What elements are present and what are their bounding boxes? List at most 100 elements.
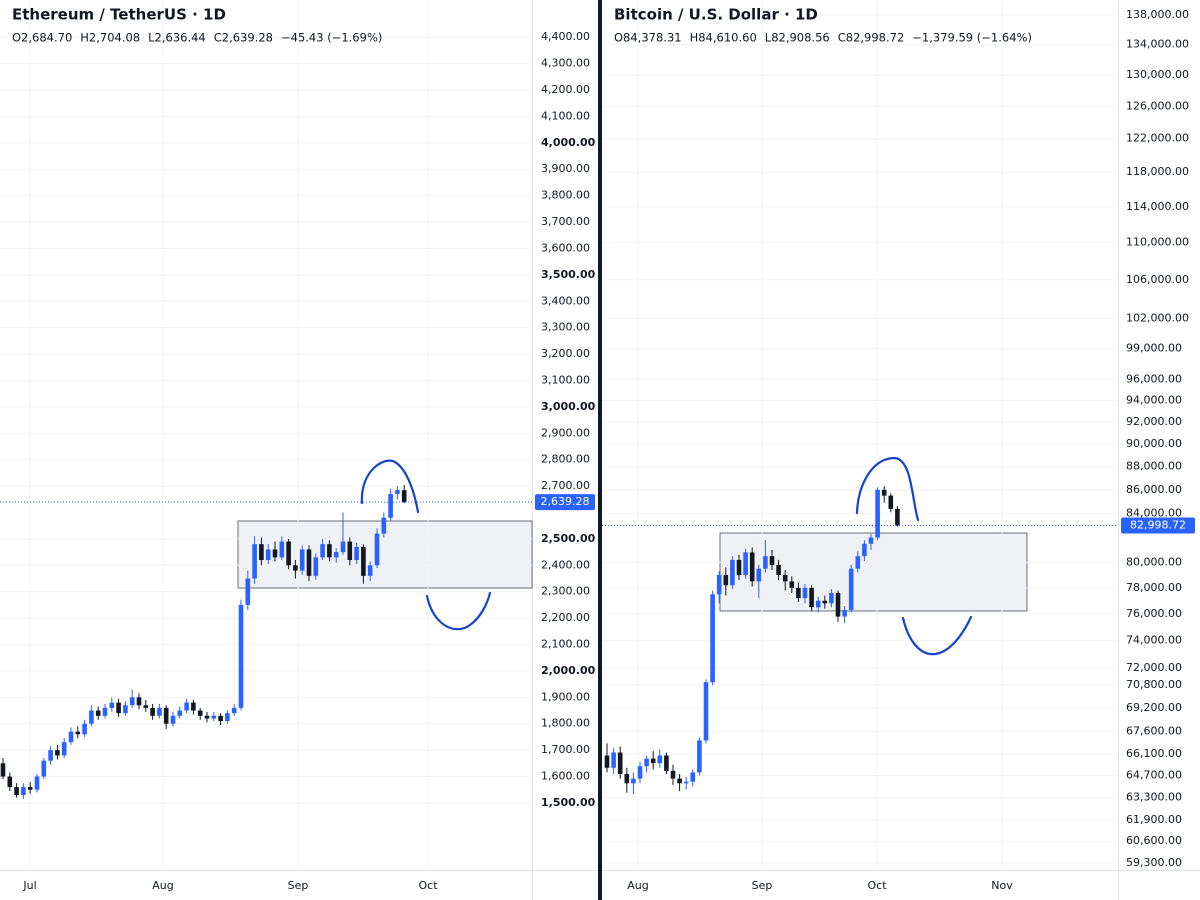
candle-body	[306, 549, 312, 576]
drawing-arc	[901, 615, 973, 656]
candle-body	[796, 587, 801, 599]
y-tick-label: 3,500.00	[541, 268, 596, 281]
ohlc-value: O84,378.31	[614, 31, 682, 45]
y-tick-label: 61,900.00	[1126, 813, 1182, 826]
candle-body	[21, 787, 26, 796]
ohlc-value: H84,610.60	[690, 31, 757, 45]
y-tick-label: 64,700.00	[1126, 769, 1182, 782]
candle-body	[875, 489, 880, 538]
y-tick-label: 2,300.00	[541, 585, 590, 598]
y-tick-label: 74,000.00	[1126, 634, 1182, 647]
candle-body	[259, 544, 264, 561]
y-tick-label: 3,700.00	[541, 215, 590, 228]
y-tick-label: 84,000.00	[1126, 506, 1182, 519]
ohlc-value: L2,636.44	[148, 31, 206, 45]
candle-body	[75, 731, 81, 735]
last-price-label: 82,998.72	[1130, 518, 1186, 531]
candle-body	[736, 559, 742, 576]
y-tick-label: 78,000.00	[1126, 581, 1182, 594]
y-tick-label: 70,800.00	[1126, 678, 1182, 691]
candle-body	[204, 715, 210, 719]
y-tick-label: 126,000.00	[1126, 99, 1189, 112]
ohlc-value: H2,704.08	[80, 31, 140, 45]
candle-body	[41, 760, 47, 777]
drawing-arc	[360, 459, 420, 514]
candle-body	[743, 552, 748, 576]
y-tick-label: 94,000.00	[1126, 393, 1182, 406]
candle-body	[340, 541, 346, 553]
y-tick-label: 59,300.00	[1126, 856, 1182, 869]
candle-body	[150, 707, 155, 716]
y-tick-label: 2,500.00	[541, 532, 596, 545]
candle-body	[218, 715, 223, 722]
ohlc-value: C82,998.72	[838, 31, 905, 45]
candle-body	[829, 592, 834, 604]
last-price-tag	[535, 494, 595, 511]
candle-body	[143, 705, 149, 708]
y-tick-label: 92,000.00	[1126, 415, 1182, 428]
y-tick-label: 1,500.00	[541, 796, 596, 809]
y-tick-label: 67,600.00	[1126, 724, 1182, 737]
candle-body	[177, 710, 183, 716]
candle-body	[802, 587, 808, 599]
y-tick-label: 102,000.00	[1126, 311, 1189, 324]
candle-body	[129, 697, 135, 706]
candle-body	[388, 494, 393, 518]
y-tick-label: 96,000.00	[1126, 372, 1182, 385]
chart-title: Bitcoin / U.S. Dollar · 1D	[614, 6, 818, 24]
candle-body	[231, 707, 237, 714]
candle-body	[822, 600, 828, 604]
candle-body	[716, 575, 722, 595]
candle-body	[657, 755, 663, 764]
candle-body	[683, 781, 689, 784]
candle-body	[333, 552, 339, 558]
candle-body	[272, 549, 278, 558]
price-change: −45.43 (−1.69%)	[281, 31, 382, 45]
candle-body	[848, 568, 854, 610]
candle-body	[862, 543, 867, 557]
y-tick-label: 3,200.00	[541, 347, 590, 360]
y-tick-label: 130,000.00	[1126, 68, 1189, 81]
candle-body	[776, 564, 781, 576]
candle-body	[48, 750, 53, 761]
y-tick-label: 118,000.00	[1126, 165, 1189, 178]
y-tick-label: 2,200.00	[541, 611, 590, 624]
x-tick-label: Aug	[152, 879, 173, 892]
candle-body	[730, 559, 735, 586]
candle-body	[197, 710, 203, 716]
y-tick-label: 2,900.00	[541, 426, 590, 439]
x-tick-label: Nov	[991, 879, 1013, 892]
candle-body	[631, 778, 636, 784]
ohlc-value: C2,639.28	[214, 31, 273, 45]
candle-body	[611, 752, 616, 768]
candle-body	[756, 568, 762, 582]
candle-body	[842, 609, 847, 617]
candle-body	[170, 715, 176, 724]
candle-body	[109, 702, 115, 708]
candle-body	[763, 556, 768, 569]
y-tick-label: 3,400.00	[541, 294, 590, 307]
candle-body	[320, 544, 325, 558]
x-tick-label: Sep	[752, 879, 773, 892]
candle-body	[835, 592, 841, 617]
candle-body	[809, 587, 814, 608]
y-tick-label: 4,400.00	[541, 30, 590, 43]
candle-body	[293, 565, 298, 571]
candle-body	[286, 541, 291, 566]
drawing-arc	[855, 456, 920, 522]
candle-body	[347, 541, 353, 561]
candle-body	[749, 552, 755, 582]
candle-body	[697, 740, 702, 773]
y-tick-label: 110,000.00	[1126, 236, 1189, 249]
candle-body	[299, 549, 305, 571]
candle-body	[769, 556, 775, 565]
last-price-tag	[1121, 517, 1195, 534]
y-tick-label: 4,200.00	[541, 83, 590, 96]
y-tick-label: 114,000.00	[1126, 200, 1189, 213]
candle-body	[252, 544, 257, 579]
candle-body	[637, 766, 643, 779]
y-tick-label: 1,700.00	[541, 743, 590, 756]
y-tick-label: 2,000.00	[541, 664, 596, 677]
y-tick-label: 1,800.00	[541, 717, 590, 730]
candle-body	[157, 707, 162, 716]
